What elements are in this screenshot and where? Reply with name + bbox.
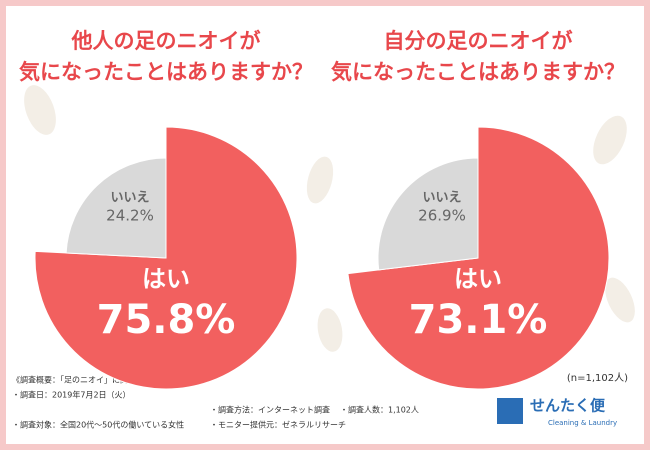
survey-item: ・調査日：2019年7月2日（火） (12, 390, 131, 400)
slice-label: いいえ (110, 191, 149, 206)
slice-label: はい (142, 265, 190, 293)
chart-title: 他人の足のニオイが (71, 29, 261, 53)
value-label: 73.1% (409, 297, 548, 343)
survey-item: ・調査人数：1,102人 (340, 405, 419, 415)
pie-slice (65, 157, 167, 259)
value-label: 26.9% (418, 207, 466, 225)
chart-title: 自分の足のニオイが (384, 29, 573, 53)
sample-note: (n=1,102人) (567, 372, 628, 384)
logo-name: せんたく便 (530, 397, 606, 415)
slice-label: はい (454, 265, 502, 293)
value-label: 24.2% (106, 207, 154, 225)
footprints (24, 85, 635, 352)
logo-tagline: Cleaning & Laundry (548, 419, 617, 427)
survey-item: ・モニター提供元：ゼネラルリサーチ (210, 420, 346, 430)
chart-title: 気になったことはありますか？ (331, 60, 625, 84)
chart-title: 気になったことはありますか？ (19, 60, 313, 84)
survey-item: ・調査対象：全国20代～50代の働いている女性 (12, 420, 184, 430)
survey-heading: 《調査概要：「足のニオイ」に関する意識調査》 (12, 375, 184, 385)
logo-icon (497, 398, 523, 424)
value-label: 75.8% (97, 297, 236, 343)
survey-item: ・調査方法：インターネット調査 (210, 405, 330, 415)
slice-label: いいえ (422, 191, 461, 206)
pie-slice (377, 157, 479, 271)
